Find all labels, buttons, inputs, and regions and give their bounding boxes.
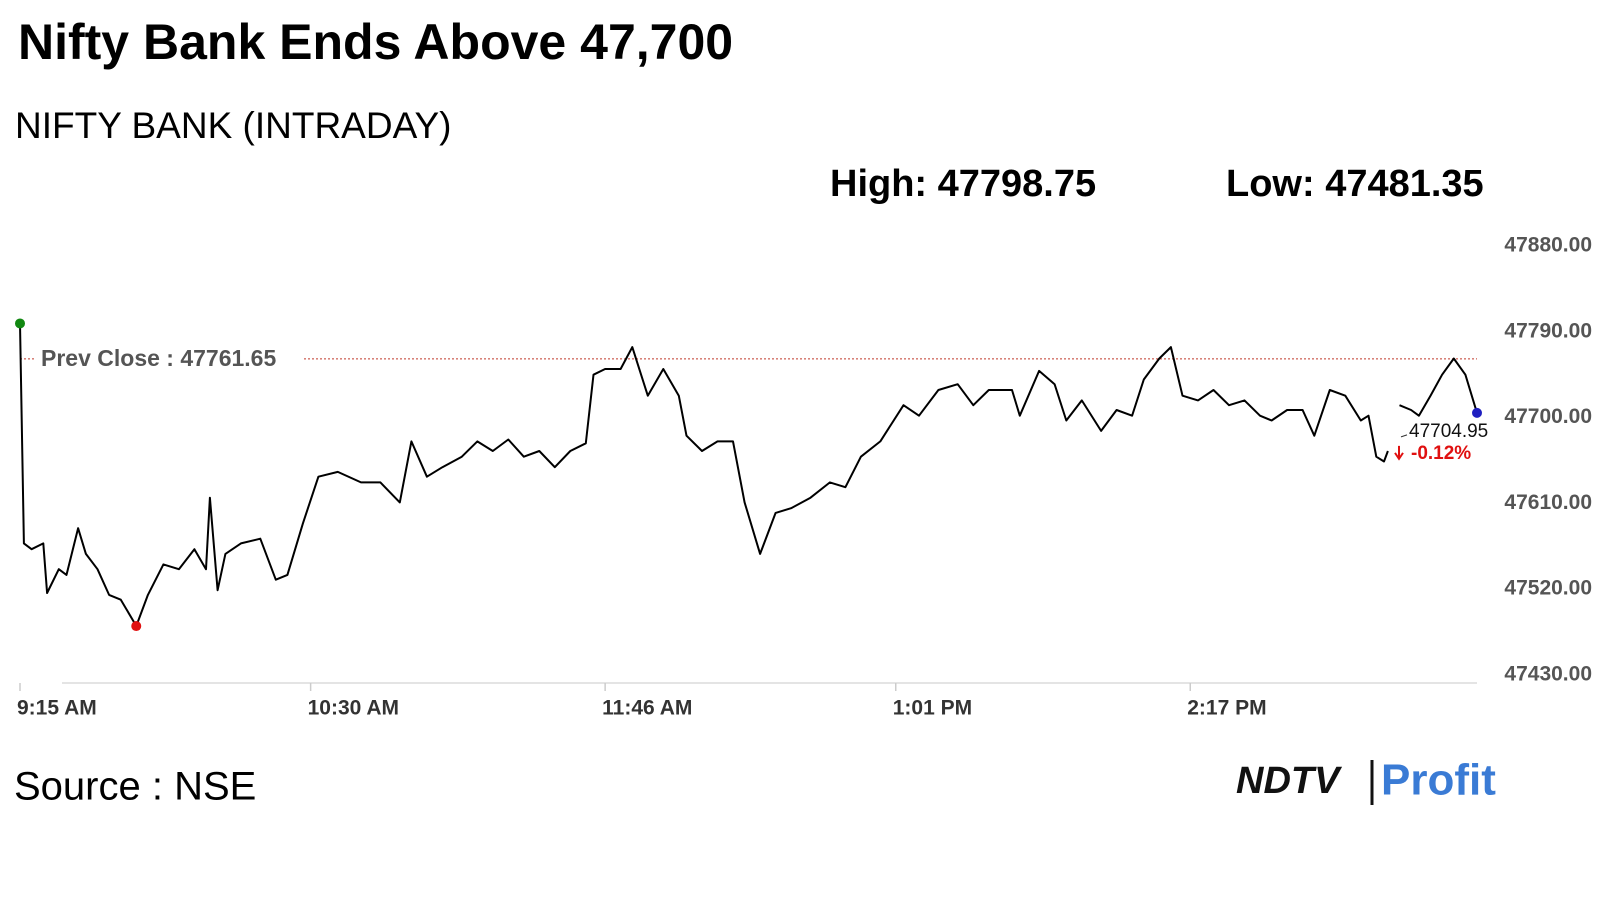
low-label: Low: 47481.35 — [1226, 163, 1484, 205]
logo-ndtv: NDTV — [1236, 760, 1342, 802]
y-tick-label: 47610.00 — [1504, 491, 1592, 514]
y-tick-label: 47520.00 — [1504, 577, 1592, 600]
y-tick-label: 47430.00 — [1504, 663, 1592, 686]
last-value-label: 47704.95 — [1409, 421, 1488, 442]
x-tick-label: 11:46 AM — [602, 697, 692, 720]
x-tick-label: 1:01 PM — [893, 697, 972, 720]
last-dot — [1472, 407, 1482, 418]
y-tick-label: 47790.00 — [1504, 319, 1592, 342]
high-label: High: 47798.75 — [830, 163, 1096, 205]
first-dot — [15, 318, 25, 329]
chart-subtitle: NIFTY BANK (INTRADAY) — [15, 105, 452, 146]
y-tick-label: 47700.00 — [1504, 405, 1592, 428]
price-line — [19, 323, 1478, 627]
x-tick-label: 9:15 AM — [17, 697, 97, 720]
last-leader — [1400, 434, 1408, 438]
source: Source : NSE — [14, 765, 256, 809]
low-dot — [131, 621, 142, 632]
change-label: -0.12% — [1411, 443, 1471, 464]
y-tick-label: 47880.00 — [1504, 234, 1592, 257]
x-tick-label: 10:30 AM — [308, 697, 399, 720]
logo-profit: Profit — [1381, 756, 1496, 805]
chart-title: Nifty Bank Ends Above 47,700 — [18, 14, 733, 70]
prev-close-label: Prev Close : 47761.65 — [41, 345, 276, 371]
prev-close-label-bg — [36, 343, 304, 374]
x-tick-label: 2:17 PM — [1187, 697, 1266, 720]
down-arrow — [1394, 445, 1404, 461]
